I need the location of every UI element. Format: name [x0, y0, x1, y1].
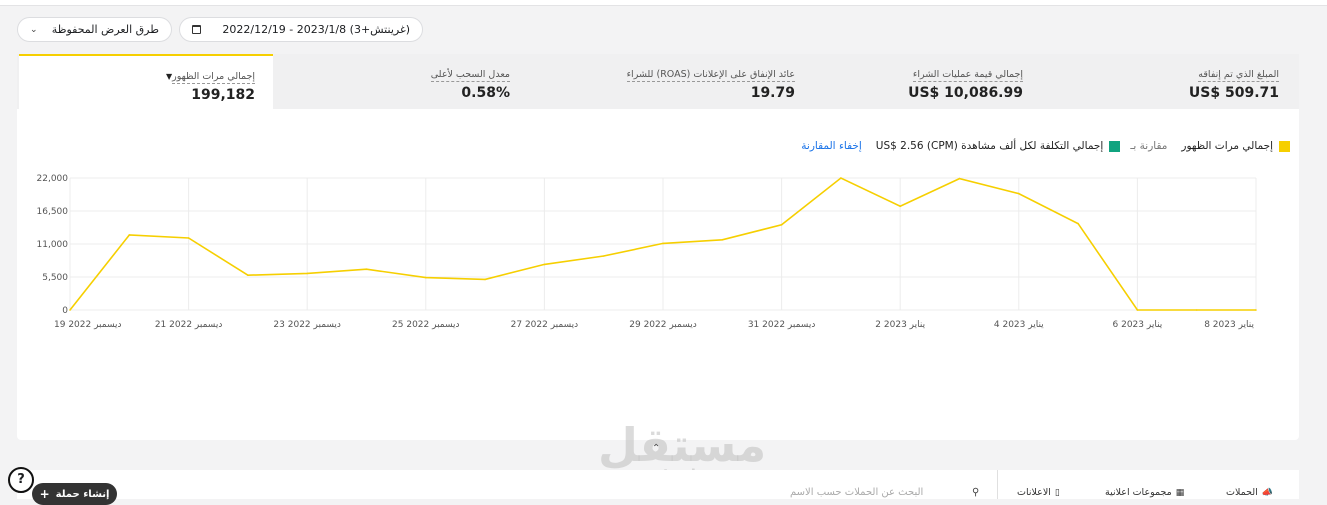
- legend-swatch-green: [1109, 140, 1121, 152]
- impressions-point: [1077, 222, 1079, 225]
- impressions-point: [1018, 192, 1020, 195]
- divider: [997, 470, 998, 499]
- search-input[interactable]: البحث عن الحملات حسب الاسم: [790, 487, 924, 498]
- impressions-point: [1136, 309, 1139, 311]
- top-strip: [0, 0, 1327, 5]
- x-tick-label: 27 ديسمبر 2022: [511, 320, 579, 330]
- create-campaign-label: إنشاء حملة: [55, 488, 110, 500]
- top-divider: [0, 5, 1327, 6]
- x-tick-label: 6 يناير 2023: [1113, 320, 1163, 330]
- plus-icon: +: [39, 487, 50, 501]
- impressions-point: [840, 177, 842, 179]
- y-tick-label: 0: [62, 306, 68, 316]
- metrics-summary: إجمالي مرات الظهور▼ 199,182 معدل السحب ل…: [17, 54, 1299, 109]
- x-tick-label: 23 ديسمبر 2022: [273, 320, 341, 330]
- saved-views-dropdown[interactable]: ⌄ طرق العرض المحفوظة: [17, 17, 172, 42]
- impressions-point: [247, 274, 249, 277]
- hide-comparison-link[interactable]: إخفاء المقارنة: [801, 140, 862, 152]
- tab-campaigns[interactable]: 📣 الحملات: [1226, 487, 1273, 498]
- legend-compare-label: مقارنة بـ: [1130, 140, 1168, 152]
- chart-panel: [17, 109, 1299, 440]
- x-tick-label: 25 ديسمبر 2022: [392, 320, 460, 330]
- impressions-point: [187, 237, 190, 239]
- metric-value: 199,182: [191, 87, 255, 103]
- x-tick-label: 29 ديسمبر 2022: [629, 320, 697, 330]
- search-icon: ⚲: [972, 487, 980, 498]
- legend-primary: إجمالي مرات الظهور: [1181, 140, 1290, 152]
- y-tick-label: 16,500: [37, 207, 69, 217]
- saved-views-label: طرق العرض المحفوظة: [51, 23, 159, 36]
- chart-legend: إجمالي مرات الظهور مقارنة بـ إجمالي التك…: [801, 140, 1290, 152]
- metric-label: عائد الإنفاق على الإعلانات (ROAS) للشراء: [626, 69, 795, 82]
- impressions-point: [425, 276, 427, 279]
- metric-card-roas[interactable]: عائد الإنفاق على الإعلانات (ROAS) للشراء…: [626, 62, 795, 101]
- metric-card-spend[interactable]: المبلغ الذي تم إنفاقه US$ 509.71: [1189, 62, 1279, 101]
- calendar-icon: [192, 25, 201, 34]
- impressions-chart: 0 5,500 11,000 16,500 22,000 19 ديسمبر 2022 21…: [37, 174, 1257, 330]
- impressions-point: [306, 272, 309, 275]
- metric-label: معدل السحب لأعلى: [430, 69, 510, 82]
- bottom-table-header: [17, 470, 1299, 499]
- metric-label: إجمالي قيمة عمليات الشراء: [912, 69, 1023, 82]
- impressions-point: [958, 177, 961, 180]
- grid-icon: ▦: [1175, 487, 1185, 498]
- metric-value: 19.79: [750, 85, 795, 101]
- help-icon[interactable]: ?: [8, 467, 34, 493]
- create-campaign-button[interactable]: إنشاء حملة +: [32, 483, 117, 505]
- metric-label: إجمالي مرات الظهور: [172, 71, 255, 84]
- chevron-down-icon: ⌄: [30, 24, 38, 35]
- metric-value: US$ 10,086.99: [908, 85, 1023, 101]
- legend-secondary[interactable]: إجمالي التكلفة لكل ألف مشاهدة (CPM) US$ …: [876, 140, 1121, 152]
- phone-icon: ▯: [1054, 487, 1060, 498]
- megaphone-icon: 📣: [1261, 487, 1273, 498]
- impressions-point: [1195, 309, 1198, 311]
- watermark-arabic: مستقل: [598, 418, 767, 472]
- impressions-point: [1255, 309, 1257, 311]
- x-tick-label: 8 يناير 2023: [1204, 320, 1254, 330]
- chevron-up-icon[interactable]: ⌃: [652, 443, 661, 454]
- x-tick-label: 19 ديسمبر 2022: [54, 320, 122, 330]
- metric-value: 0.58%: [461, 85, 510, 101]
- y-tick-label: 11,000: [37, 240, 69, 250]
- impressions-point: [543, 263, 546, 266]
- impressions-point: [128, 234, 131, 236]
- x-tick-label: 31 ديسمبر 2022: [748, 320, 816, 330]
- impressions-point: [662, 242, 664, 245]
- tab-ad-sets[interactable]: ▦ مجموعات اعلانية: [1105, 487, 1185, 498]
- y-tick-label: 22,000: [37, 174, 69, 184]
- caret-down-icon[interactable]: ▼: [165, 72, 173, 81]
- metric-card-impressions[interactable]: إجمالي مرات الظهور▼ 199,182: [19, 54, 273, 109]
- metric-label: المبلغ الذي تم إنفاقه: [1198, 69, 1279, 82]
- legend-swatch-yellow: [1279, 140, 1290, 152]
- impressions-point: [69, 309, 71, 311]
- impressions-point: [484, 278, 486, 281]
- impressions-point: [780, 224, 783, 226]
- impressions-point: [365, 268, 368, 271]
- x-tick-label: 4 يناير 2023: [994, 320, 1044, 330]
- date-range-text: 2022/12/19 - 2023/1/8 (غرينتش+3): [222, 23, 410, 36]
- impressions-point: [721, 239, 724, 241]
- tab-ads[interactable]: ▯ الاعلانات: [1017, 487, 1060, 498]
- impressions-point: [899, 205, 901, 207]
- metric-value: US$ 509.71: [1188, 85, 1279, 101]
- metric-card-swipe-rate[interactable]: معدل السحب لأعلى 0.58%: [430, 62, 510, 101]
- date-range-picker[interactable]: 2022/12/19 - 2023/1/8 (غرينتش+3): [179, 17, 423, 42]
- metric-card-purchase-value[interactable]: إجمالي قيمة عمليات الشراء US$ 10,086.99: [908, 62, 1023, 101]
- x-tick-label: 21 ديسمبر 2022: [155, 320, 223, 330]
- y-tick-label: 5,500: [42, 273, 68, 283]
- impressions-point: [602, 255, 605, 257]
- x-tick-label: 2 يناير 2023: [875, 320, 925, 330]
